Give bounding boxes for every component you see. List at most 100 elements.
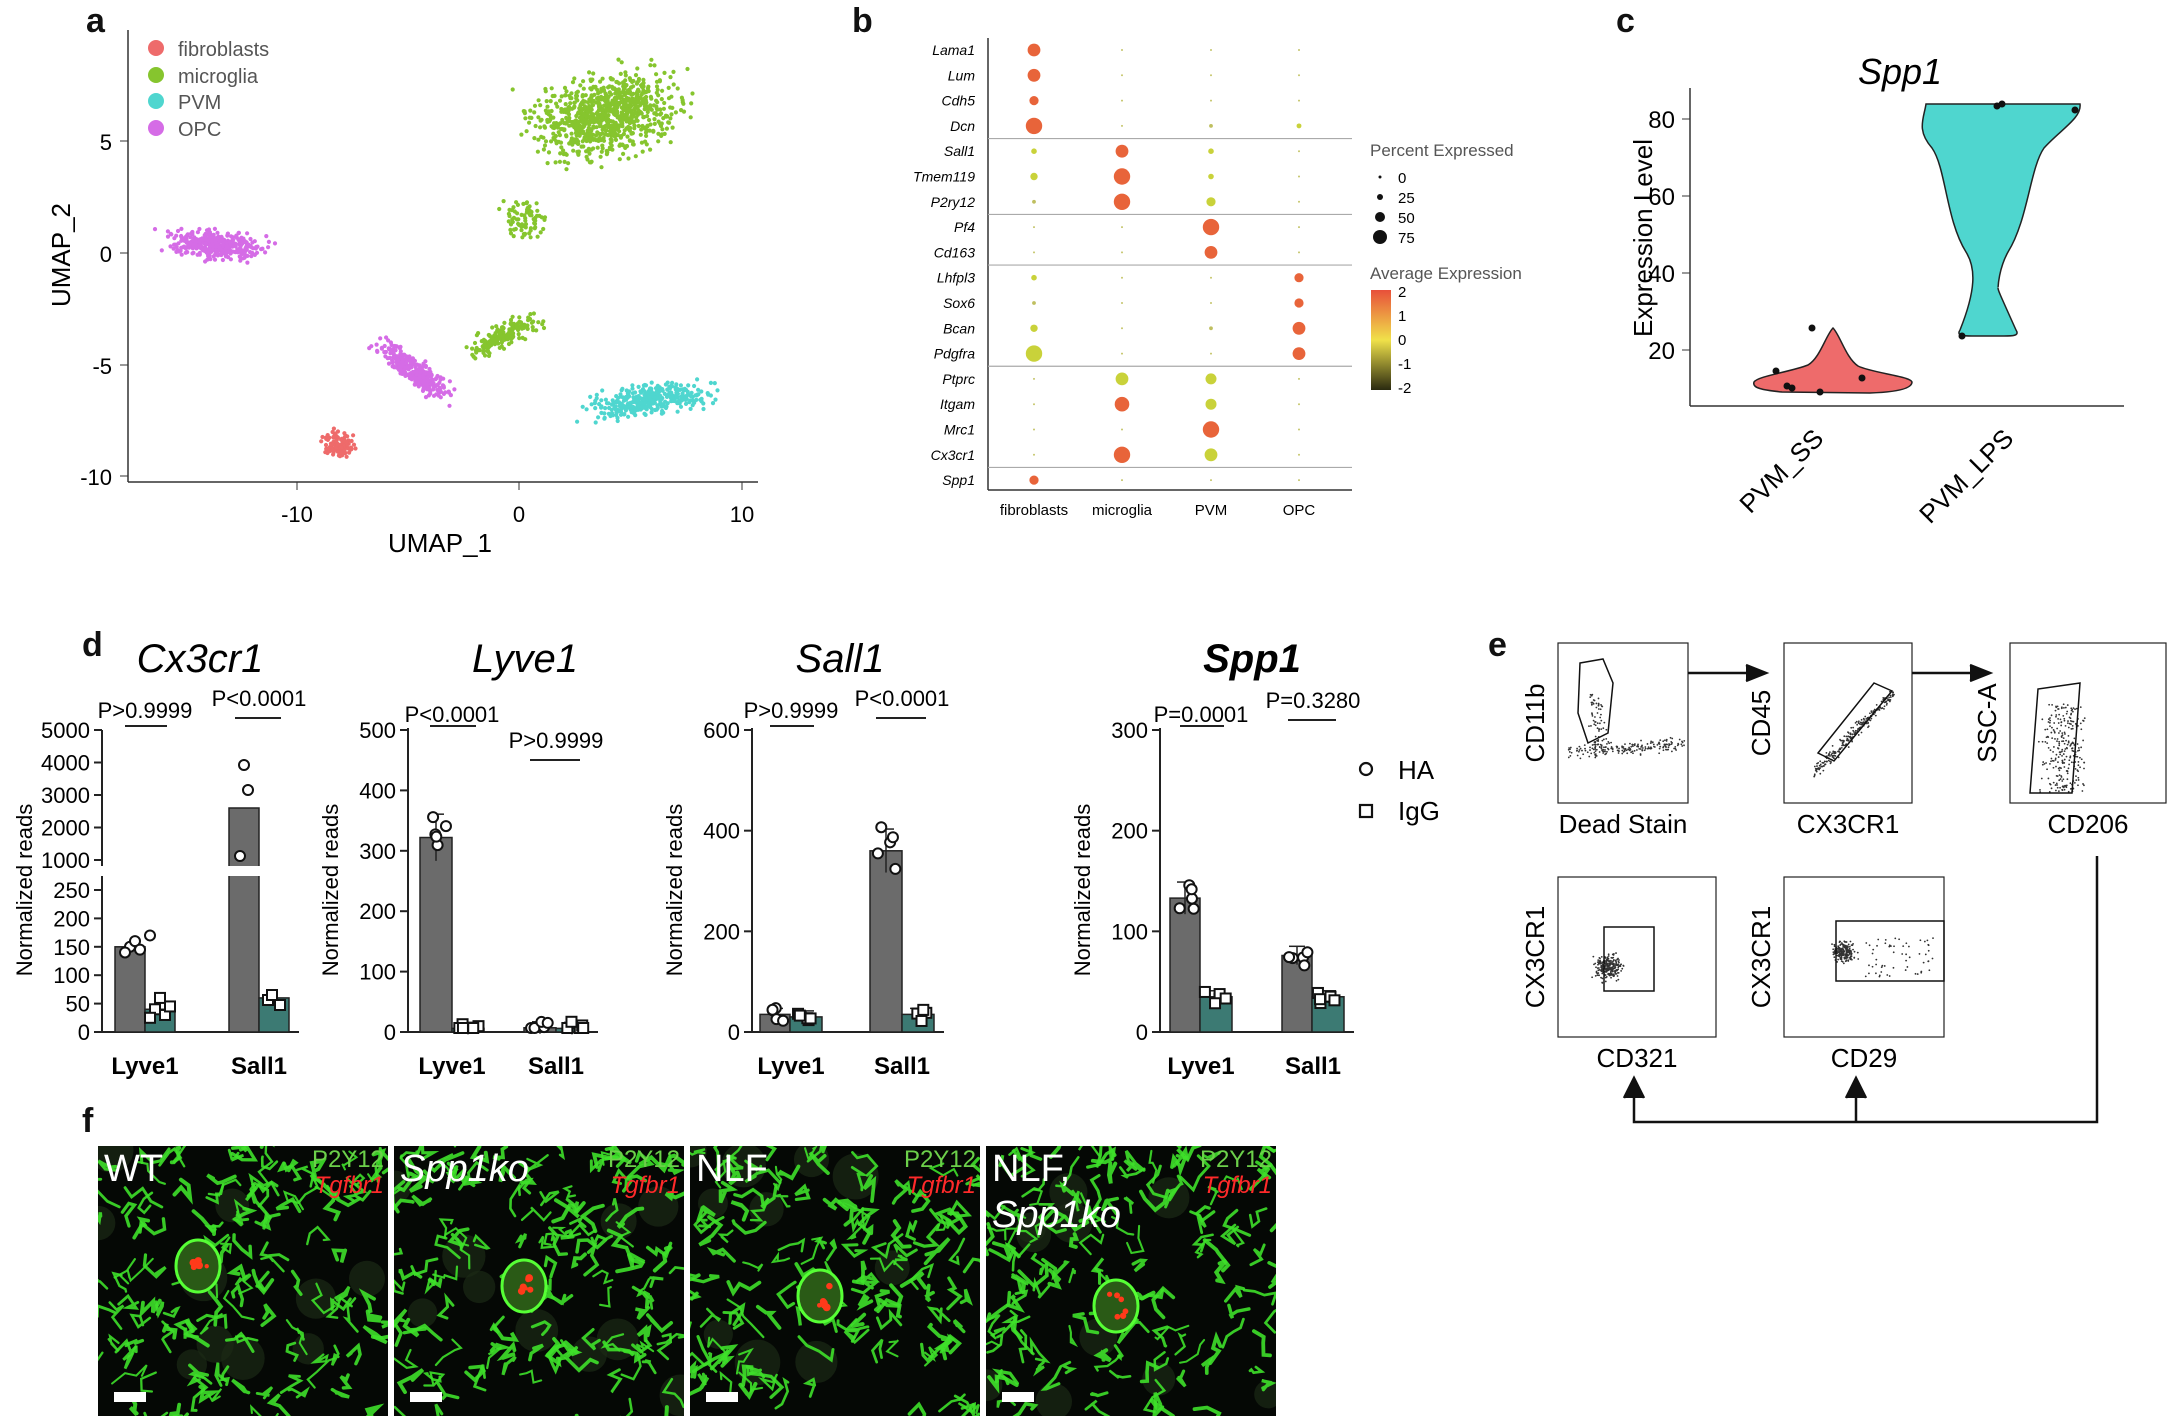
umap-point [506, 219, 511, 224]
umap-point [654, 90, 659, 95]
flow-event [2064, 748, 2067, 750]
flow-event [2055, 706, 2058, 709]
umap-point [618, 123, 624, 128]
flow-event [2054, 758, 2057, 761]
flow-event [2053, 722, 2056, 724]
umap-point [557, 98, 563, 103]
umap-point [238, 249, 243, 254]
umap-point [545, 117, 550, 123]
cluster-label: PVM [1195, 502, 1228, 519]
flow-event [1837, 955, 1840, 957]
flow-event [1594, 721, 1596, 723]
flow-event [1931, 957, 1934, 960]
umap-point [656, 131, 661, 136]
flow-event [1606, 959, 1609, 962]
umap-point [623, 73, 628, 78]
flow-event [1857, 728, 1860, 730]
umap-point [666, 85, 671, 90]
umap-point [511, 234, 516, 239]
umap-point [576, 110, 581, 115]
bar-point-ha [1283, 951, 1296, 964]
flow-event [1892, 951, 1895, 954]
flow-event [1602, 752, 1605, 754]
flow-event [2056, 705, 2059, 708]
flow-event [2066, 778, 2069, 781]
flow-event [2066, 747, 2068, 750]
umap-point [536, 115, 541, 120]
flow-event [2052, 729, 2055, 731]
flow-event [1847, 746, 1850, 748]
flow-event [1880, 966, 1883, 969]
umap-point [562, 121, 567, 126]
flow-event [2077, 779, 2080, 781]
flow-event [2047, 718, 2050, 721]
flow-event [2062, 753, 2065, 755]
umap-point [672, 398, 678, 404]
flow-event [2059, 786, 2061, 789]
umap-point [497, 333, 502, 338]
umap-point [582, 104, 588, 109]
umap-point [551, 131, 556, 136]
flow-event [1884, 942, 1887, 945]
umap-point [550, 93, 555, 99]
flow-event [1884, 938, 1887, 941]
umap-point [589, 97, 594, 102]
violin-ytick: 40 [1648, 261, 1675, 288]
umap-point [509, 320, 514, 325]
umap-point [523, 116, 528, 121]
umap-point [538, 230, 543, 235]
umap-point [601, 85, 606, 90]
umap-point [388, 347, 393, 352]
flow-event [1849, 733, 1852, 736]
gene-label: Bcan [943, 320, 975, 336]
umap-point [688, 115, 693, 120]
flow-event [1637, 743, 1639, 746]
flow-event [2067, 735, 2070, 737]
flow-event [1592, 955, 1595, 958]
flow-event [1837, 958, 1839, 961]
umap-point [669, 399, 674, 404]
flow-event [1651, 741, 1654, 744]
flow-event [2072, 707, 2075, 710]
flow-gate [2029, 682, 2081, 794]
umap-point [541, 325, 547, 331]
umap-point [564, 89, 569, 94]
flow-event [2063, 788, 2066, 791]
umap-point [408, 362, 413, 367]
flow-event [2058, 779, 2061, 782]
umap-xtick: -10 [281, 502, 313, 527]
flow-event [1606, 742, 1608, 745]
flow-event [2052, 746, 2055, 748]
umap-point [628, 97, 633, 102]
flow-event [1630, 751, 1633, 754]
p-value: P>0.9999 [744, 698, 839, 723]
umap-point [621, 131, 627, 137]
umap-point [398, 368, 403, 373]
umap-point [624, 107, 630, 112]
flow-event [1823, 765, 1825, 767]
flow-event [1567, 748, 1570, 751]
bar-point-igg [1328, 994, 1341, 1007]
umap-point [683, 401, 689, 406]
umap-point [563, 151, 568, 156]
umap-point [507, 207, 512, 212]
scale-bar [114, 1392, 146, 1402]
flow-event [1649, 747, 1652, 750]
flow-event [2077, 760, 2080, 763]
umap-point [690, 398, 695, 403]
micrograph-red-label: Tgfbr1 [1202, 1172, 1272, 1199]
umap-point [433, 377, 438, 382]
umap-point [589, 93, 594, 98]
umap-point [588, 77, 593, 82]
umap-point [599, 165, 604, 170]
flow-event [1610, 746, 1613, 748]
umap-point [629, 410, 634, 415]
umap-point [515, 202, 521, 207]
umap-point [229, 234, 234, 239]
flow-event [1671, 737, 1674, 740]
flow-event [1871, 965, 1874, 968]
umap-ytick: 0 [100, 242, 112, 267]
umap-point [596, 415, 601, 420]
umap-point [603, 397, 609, 402]
umap-point [610, 107, 615, 112]
